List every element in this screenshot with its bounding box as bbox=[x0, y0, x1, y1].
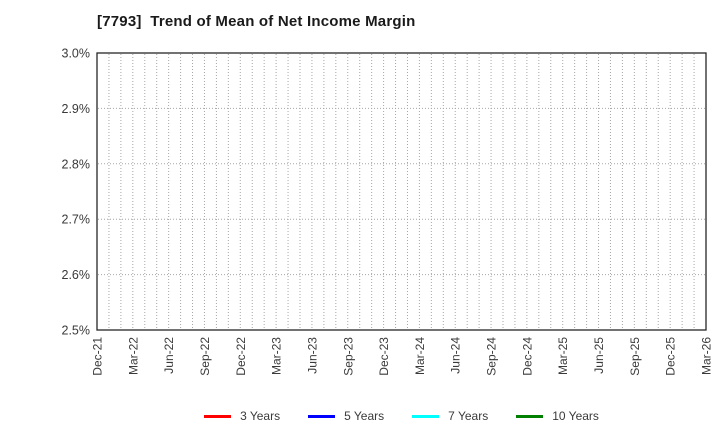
legend-label: 3 Years bbox=[240, 409, 281, 423]
legend-item-10-years: 10 Years bbox=[516, 409, 599, 423]
x-tick-label: Dec-23 bbox=[377, 337, 391, 376]
x-tick-label: Jun-22 bbox=[162, 337, 176, 374]
legend-item-7-years: 7 Years bbox=[412, 409, 488, 423]
legend-line-swatch bbox=[308, 414, 336, 418]
x-tick-label: Sep-23 bbox=[341, 337, 355, 376]
x-tick-label: Jun-25 bbox=[592, 337, 606, 374]
y-tick-label: 2.7% bbox=[62, 213, 91, 227]
legend-line-swatch bbox=[412, 414, 440, 418]
x-tick-label: Jun-23 bbox=[305, 337, 319, 374]
y-tick-label: 2.9% bbox=[62, 102, 91, 116]
legend-line-swatch bbox=[204, 414, 232, 418]
legend-line-swatch bbox=[516, 414, 544, 418]
x-tick-label: Mar-22 bbox=[126, 337, 140, 375]
x-tick-label: Dec-24 bbox=[520, 337, 534, 376]
legend-item-5-years: 5 Years bbox=[308, 409, 384, 423]
x-tick-label: Mar-23 bbox=[270, 337, 284, 375]
y-tick-label: 2.6% bbox=[62, 268, 91, 282]
x-tick-label: Sep-22 bbox=[198, 337, 212, 376]
x-tick-label: Sep-24 bbox=[485, 337, 499, 376]
plot-area: 3.0% 2.9% 2.8% 2.7% 2.6% 2.5%Dec-21 Mar-22 Jun-… bbox=[62, 47, 714, 376]
legend: 3 Years 5 Years 7 Years 10 Years bbox=[97, 403, 706, 429]
y-tick-label: 2.5% bbox=[62, 324, 91, 338]
x-tick-label: Dec-22 bbox=[234, 337, 248, 376]
x-tick-label: Mar-24 bbox=[413, 337, 427, 375]
legend-label: 10 Years bbox=[552, 409, 599, 423]
legend-label: 5 Years bbox=[344, 409, 385, 423]
x-tick-label: Mar-26 bbox=[700, 337, 714, 375]
legend-label: 7 Years bbox=[448, 409, 489, 423]
y-tick-label: 3.0% bbox=[62, 47, 91, 61]
x-tick-label: Mar-25 bbox=[556, 337, 570, 375]
x-tick-label: Dec-25 bbox=[664, 337, 678, 376]
plot-frame bbox=[96, 52, 707, 331]
chart-title: [7793] Trend of Mean of Net Income Margi… bbox=[97, 13, 416, 30]
y-tick-label: 2.8% bbox=[62, 157, 91, 171]
legend-item-3-years: 3 Years bbox=[204, 409, 280, 423]
x-tick-label: Sep-25 bbox=[628, 337, 642, 376]
x-tick-label: Dec-21 bbox=[91, 337, 105, 376]
x-tick-label: Jun-24 bbox=[449, 337, 463, 374]
